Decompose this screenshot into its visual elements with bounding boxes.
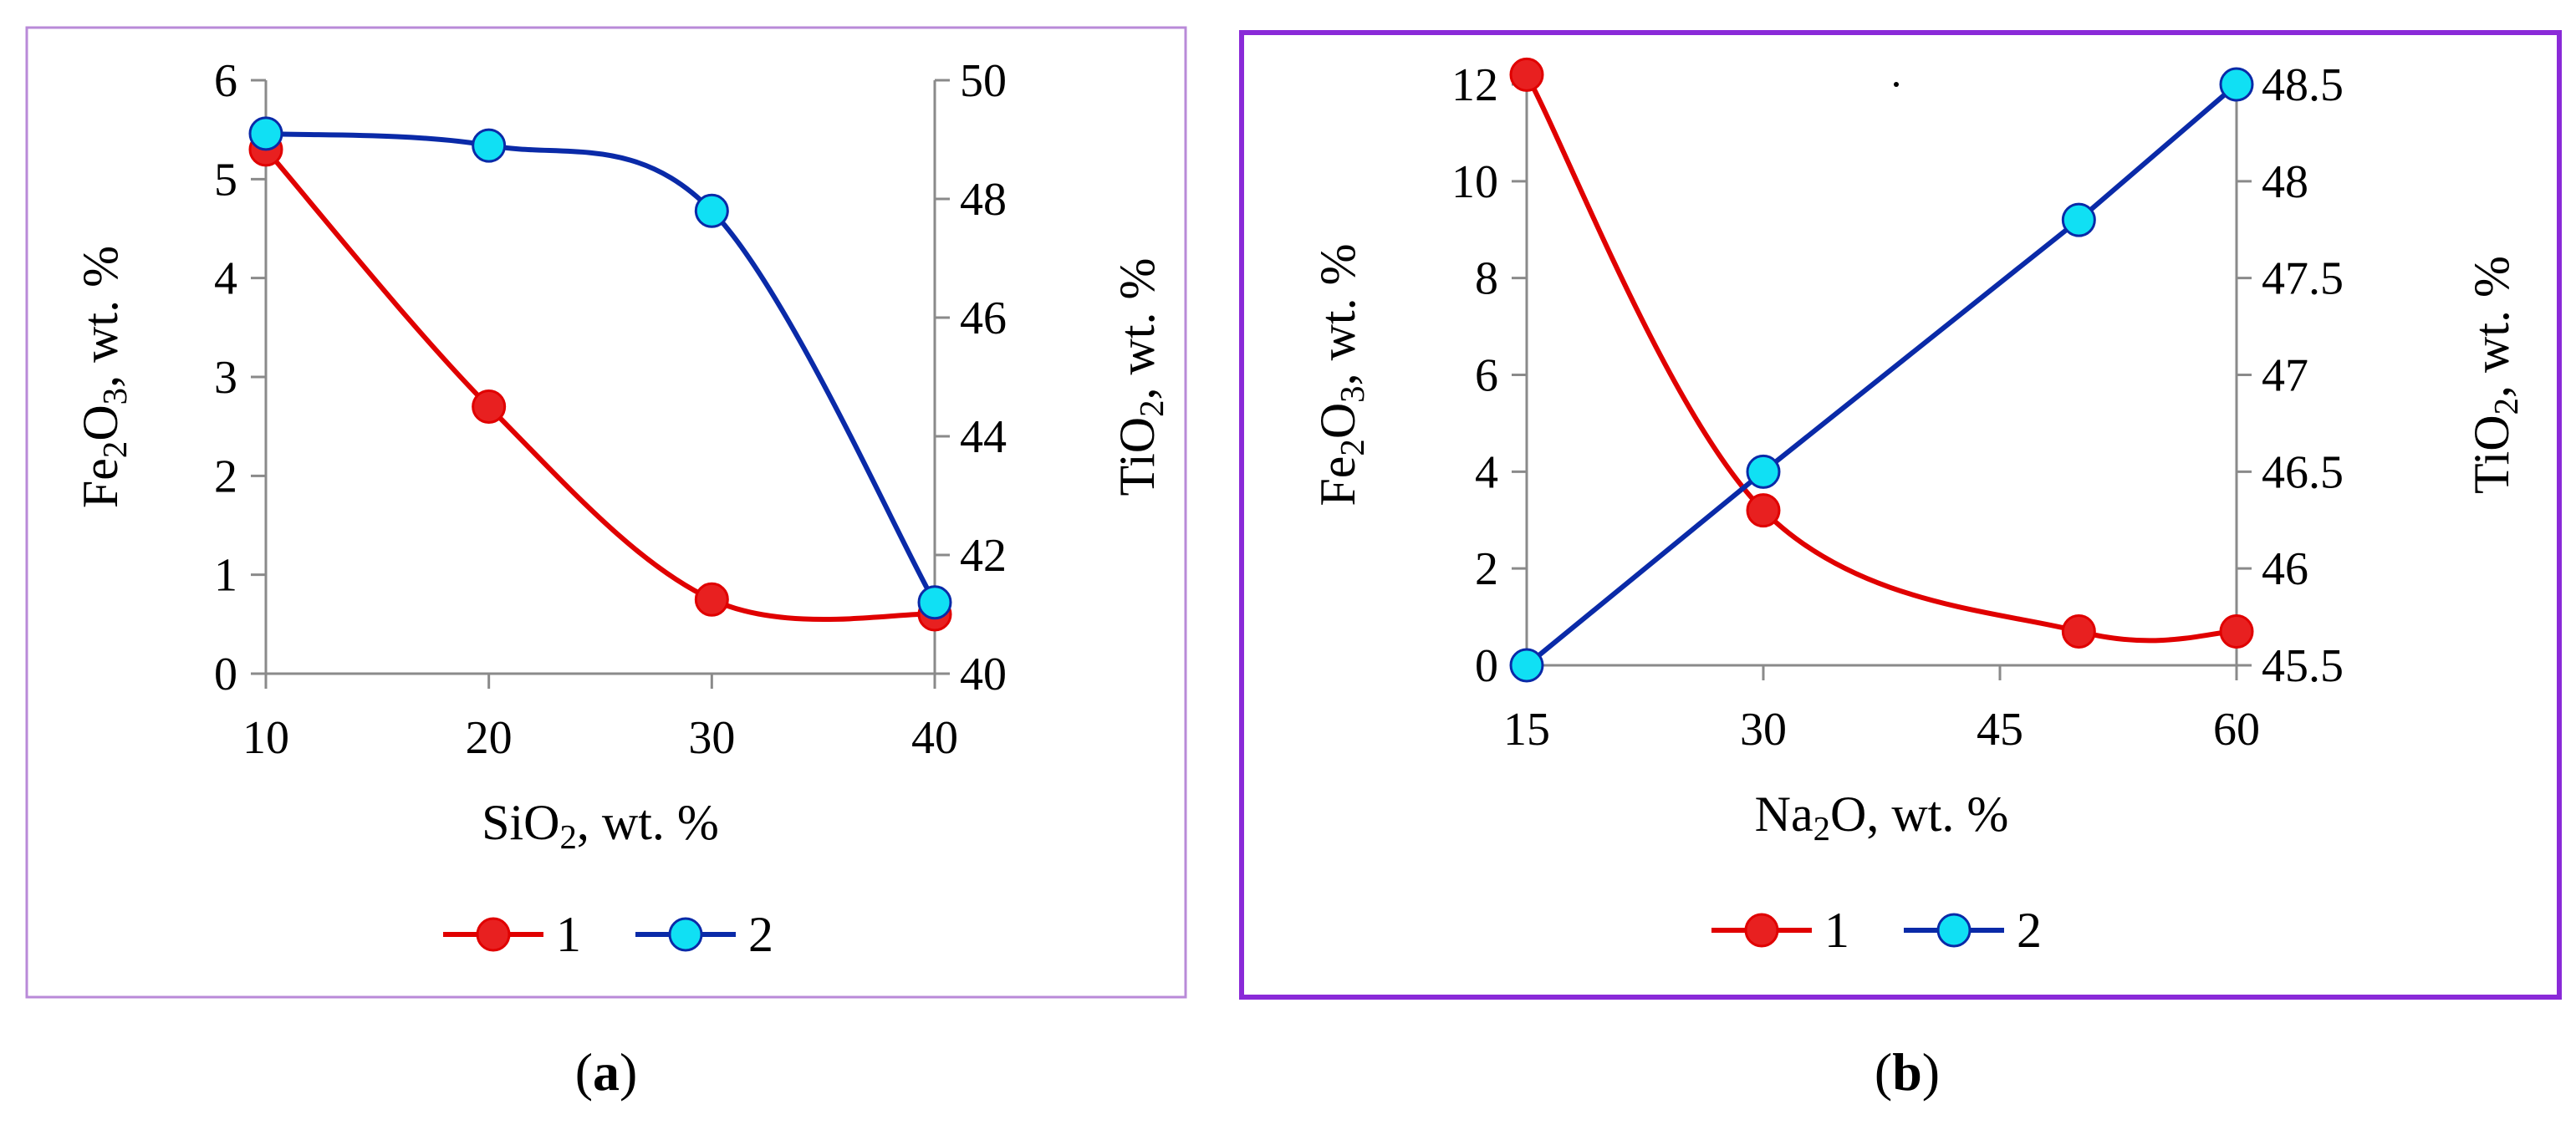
right-y-tick-label: 47 — [2262, 350, 2308, 402]
series-1-point — [472, 389, 507, 424]
panel-caption: (b) — [1875, 1042, 1940, 1102]
series-2-line — [1525, 82, 2238, 668]
right-y-tick-label: 48.5 — [2262, 59, 2344, 111]
series-1-point — [1509, 57, 1544, 92]
x-tick-label: 10 — [242, 712, 289, 764]
right-y-tick-label: 48 — [960, 174, 1007, 226]
series-1-line — [263, 147, 936, 622]
left-y-tick-label: 5 — [214, 154, 237, 206]
right-y-tick-label: 46.5 — [2262, 446, 2344, 498]
right-y-tick-label: 45.5 — [2262, 640, 2344, 692]
series-2-point — [2219, 67, 2254, 102]
left-y-tick-label: 6 — [214, 55, 237, 107]
x-tick-label: 15 — [1503, 704, 1550, 756]
series-2-line — [265, 130, 937, 604]
right-y-tick-label: 44 — [960, 411, 1007, 463]
x-axis-title: SiO2, wt. % — [482, 795, 719, 856]
left-y-tick-label: 8 — [1475, 253, 1498, 305]
series-1-point — [2219, 613, 2254, 649]
legend-series-1-label: 1 — [556, 907, 581, 962]
right-y-tick-label: 50 — [960, 55, 1007, 107]
left-y-tick-label: 0 — [214, 649, 237, 700]
legend-series-1-swatch-marker — [476, 917, 511, 952]
x-tick-label: 45 — [1977, 704, 2023, 756]
series-1-point — [694, 582, 729, 617]
left-y-tick-label: 4 — [1475, 446, 1498, 498]
legend-series-1-swatch-marker — [1744, 913, 1779, 948]
right-y-tick-label: 40 — [960, 649, 1007, 700]
left-y-tick-label: 2 — [214, 451, 237, 502]
right-y-tick-label: 46 — [2262, 543, 2308, 595]
right-y-axis-title: TiO2, wt. % — [1109, 258, 1171, 496]
left-y-axis-title: Fe2O3, wt. % — [1310, 243, 1371, 506]
series-1-line — [1524, 73, 2237, 644]
panel-b-frame — [1239, 30, 2562, 1000]
series-2-point — [1509, 648, 1544, 683]
series-2-point — [248, 116, 283, 151]
left-y-tick-label: 6 — [1475, 350, 1498, 402]
legend-series-1-label: 1 — [1824, 903, 1849, 958]
right-y-tick-label: 42 — [960, 530, 1007, 582]
left-y-tick-label: 1 — [214, 550, 237, 602]
legend-series-2-label: 2 — [2017, 903, 2042, 958]
series-2-point — [694, 193, 729, 228]
x-tick-label: 60 — [2213, 704, 2260, 756]
left-y-axis-title: Fe2O3, wt. % — [73, 246, 134, 508]
left-y-tick-label: 0 — [1475, 640, 1498, 692]
series-1-point — [2061, 613, 2096, 649]
left-y-tick-label: 3 — [214, 352, 237, 404]
stray-dot-mark — [1894, 82, 1899, 87]
series-2-point — [917, 585, 952, 620]
right-y-tick-label: 48 — [2262, 156, 2308, 208]
x-tick-label: 40 — [911, 712, 958, 764]
right-y-tick-label: 47.5 — [2262, 253, 2344, 305]
legend-series-2-label: 2 — [748, 907, 773, 962]
series-2-point — [2061, 202, 2096, 237]
x-axis-title: Na2O, wt. % — [1755, 786, 2009, 848]
left-y-tick-label: 10 — [1451, 156, 1498, 208]
legend-series-2-swatch-marker — [1936, 913, 1972, 948]
series-1-point — [1746, 493, 1781, 528]
x-tick-label: 30 — [1740, 704, 1787, 756]
left-y-tick-label: 4 — [214, 253, 237, 305]
right-y-tick-label: 46 — [960, 293, 1007, 344]
x-tick-label: 30 — [688, 712, 735, 764]
x-tick-label: 20 — [466, 712, 513, 764]
series-2-point — [472, 128, 507, 163]
legend-series-2-swatch-marker — [668, 917, 703, 952]
left-y-tick-label: 12 — [1451, 59, 1498, 111]
panel-caption: (a) — [575, 1042, 638, 1102]
left-y-tick-label: 2 — [1475, 543, 1498, 595]
right-y-axis-title: TiO2, wt. % — [2464, 256, 2525, 494]
panel-a-frame — [25, 26, 1187, 999]
series-2-point — [1746, 454, 1781, 489]
